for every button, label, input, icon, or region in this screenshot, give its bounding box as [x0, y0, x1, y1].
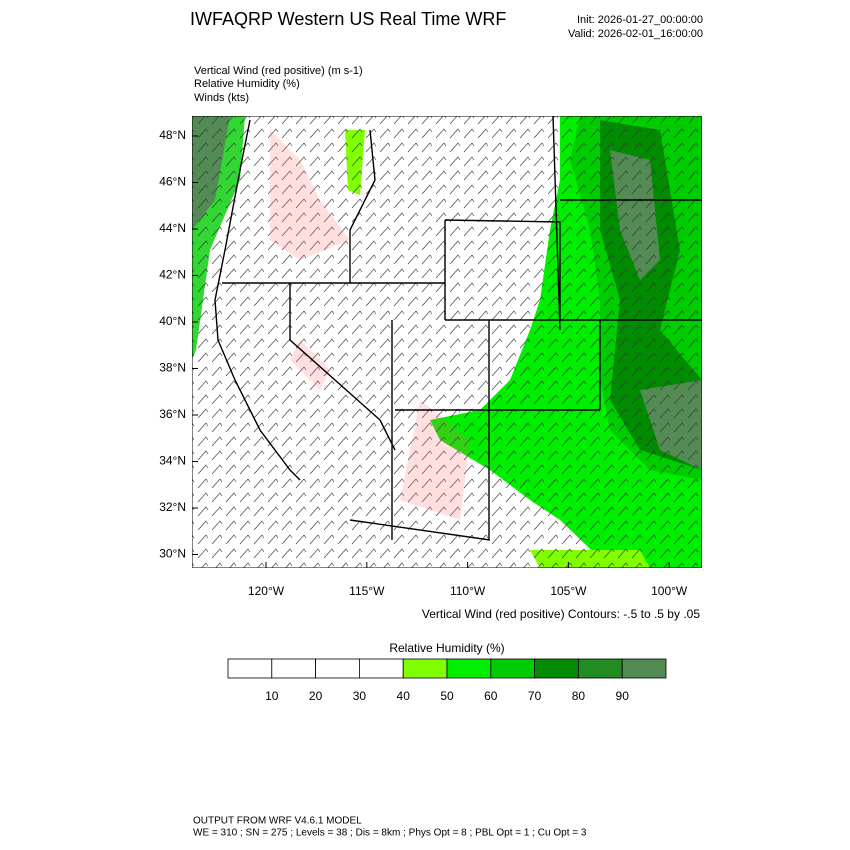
field-label: Relative Humidity (%) — [194, 78, 300, 90]
lat-label: 36°N — [159, 407, 186, 421]
title: IWFAQRP Western US Real Time WRF — [190, 9, 506, 29]
colorbar-label: 20 — [309, 689, 323, 703]
colorbar: 10 20 30 40 50 60 70 80 90 — [227, 658, 667, 703]
colorbar-title: Relative Humidity (%) — [389, 641, 504, 655]
colorbar-label: 90 — [616, 689, 630, 703]
lon-label: 105°W — [550, 584, 587, 598]
lat-label: 40°N — [159, 314, 186, 328]
lat-label: 38°N — [159, 361, 186, 375]
colorbar-label: 30 — [353, 689, 367, 703]
colorbar-box — [402, 658, 448, 679]
lat-label: 34°N — [159, 454, 186, 468]
lat-label: 44°N — [159, 221, 186, 235]
colorbar-label: 10 — [265, 689, 279, 703]
lon-label: 115°W — [349, 584, 385, 598]
colorbar-box — [534, 658, 579, 679]
map-axes: 48°N 46°N 44°N 42°N 40°N 38°N 36°N 34°N 32°N 30°N… — [159, 128, 688, 598]
colorbar-box — [490, 658, 535, 679]
footer-line: OUTPUT FROM WRF V4.6.1 MODEL — [193, 816, 362, 827]
lat-label: 42°N — [159, 268, 186, 282]
init-time: Init: 2026-01-27_00:00:00 — [577, 14, 703, 26]
colorbar-box — [271, 658, 316, 679]
lat-label: 48°N — [159, 128, 186, 142]
field-label: Vertical Wind (red positive) (m s-1) — [194, 65, 363, 77]
colorbar-box — [358, 658, 404, 679]
lat-label: 46°N — [159, 175, 186, 189]
colorbar-label: 60 — [484, 689, 498, 703]
colorbar-label: 80 — [572, 689, 586, 703]
colorbar-box — [446, 658, 492, 679]
colorbar-box — [227, 658, 273, 679]
map — [192, 116, 702, 568]
colorbar-label: 40 — [397, 689, 411, 703]
colorbar-box — [621, 658, 667, 679]
colorbar-box — [315, 658, 360, 679]
lon-label: 120°W — [248, 584, 285, 598]
lat-label: 30°N — [159, 547, 186, 561]
colorbar-label: 70 — [528, 689, 542, 703]
contour-note: Vertical Wind (red positive) Contours: -… — [422, 607, 700, 621]
field-label: Winds (kts) — [194, 92, 249, 104]
lat-label: 32°N — [159, 500, 186, 514]
colorbar-label: 50 — [440, 689, 454, 703]
colorbar-box — [578, 658, 623, 679]
lon-label: 110°W — [450, 584, 486, 598]
footer-line: WE = 310 ; SN = 275 ; Levels = 38 ; Dis … — [193, 828, 587, 839]
valid-time: Valid: 2026-02-01_16:00:00 — [568, 28, 703, 40]
lon-label: 100°W — [651, 584, 688, 598]
